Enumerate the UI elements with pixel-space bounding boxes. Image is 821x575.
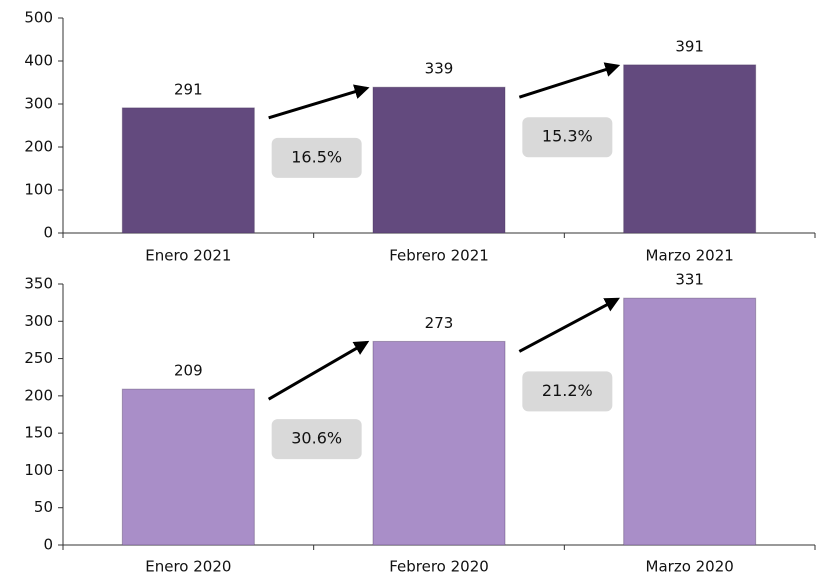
value-label: 209 (174, 362, 203, 380)
x-tick-label: Febrero 2020 (389, 558, 489, 575)
bar (623, 64, 757, 234)
x-tick-label: Marzo 2021 (646, 247, 734, 265)
x-tick-label: Enero 2021 (145, 247, 231, 265)
y-tick-label: 150 (24, 424, 53, 442)
value-label: 291 (174, 80, 203, 98)
y-tick-label: 200 (24, 386, 53, 404)
annotation: 21.2% (542, 381, 593, 400)
value-label: 273 (425, 314, 454, 332)
arrow (518, 62, 621, 99)
bar (623, 297, 757, 546)
arrow (267, 340, 370, 401)
x-tick-label: Marzo 2020 (646, 558, 734, 575)
y-tick-label: 0 (43, 224, 53, 242)
bar (121, 107, 255, 234)
x-tick-label: Febrero 2021 (389, 247, 489, 265)
y-tick-label: 400 (24, 52, 53, 70)
y-tick-label: 300 (24, 312, 53, 330)
x-tick-label: Enero 2020 (145, 558, 231, 575)
y-tick-label: 250 (24, 349, 53, 367)
annotation-box (271, 419, 362, 460)
arrow (268, 84, 370, 120)
value-label: 339 (425, 60, 454, 78)
value-label: 391 (675, 37, 704, 55)
y-tick-label: 300 (24, 95, 53, 113)
arrow (518, 297, 620, 353)
annotation-box (522, 371, 613, 412)
bar (121, 388, 255, 546)
bar (372, 340, 506, 546)
y-tick-label: 500 (24, 9, 53, 27)
annotation: 30.6% (291, 429, 342, 448)
annotation-box (522, 117, 613, 158)
y-tick-label: 0 (43, 536, 53, 554)
y-tick-label: 350 (24, 275, 53, 293)
annotation: 15.3% (542, 127, 593, 146)
bar (372, 86, 506, 234)
annotation: 16.5% (291, 147, 342, 166)
y-tick-label: 100 (24, 181, 53, 199)
y-tick-label: 50 (34, 498, 53, 516)
annotation-box (271, 137, 362, 178)
value-label: 331 (675, 271, 704, 289)
y-tick-label: 100 (24, 461, 53, 479)
y-tick-label: 200 (24, 138, 53, 156)
